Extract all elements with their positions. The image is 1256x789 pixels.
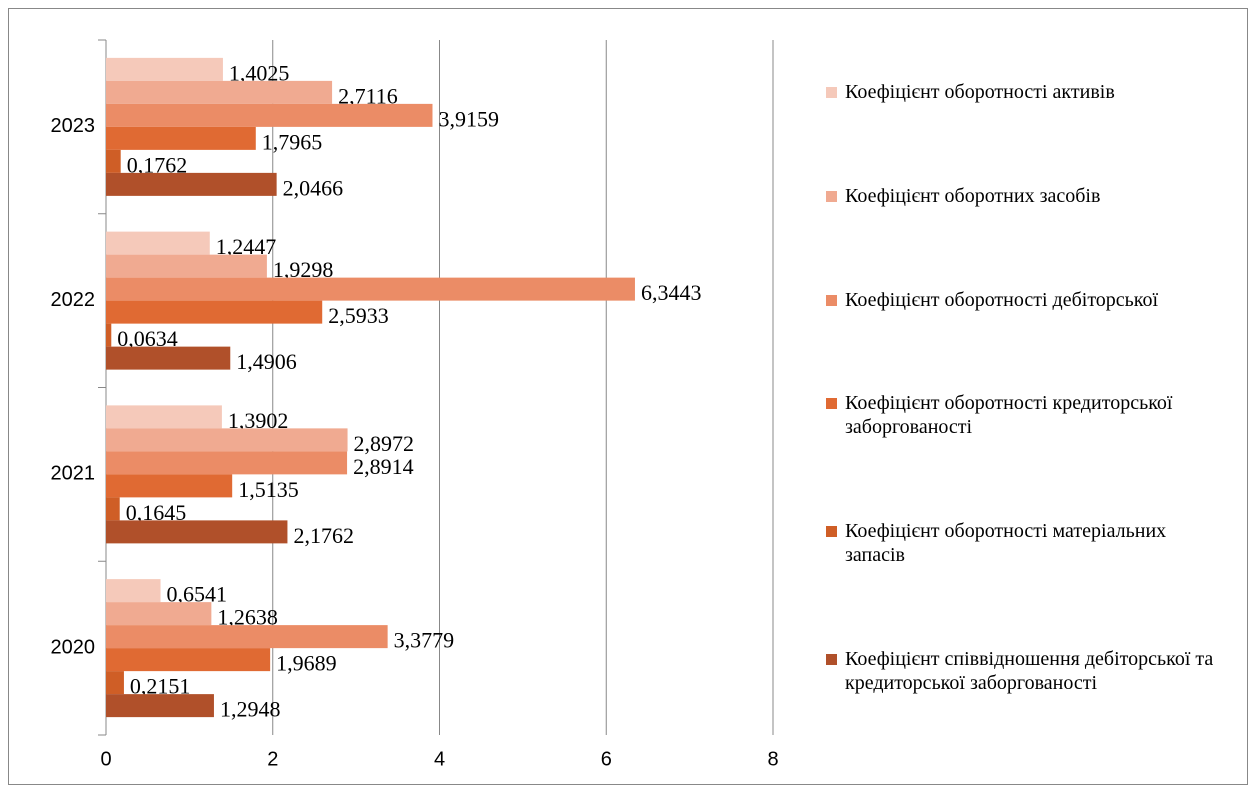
value-label: 2,8972	[354, 431, 415, 456]
bar	[106, 451, 348, 475]
bar	[106, 103, 433, 127]
legend: Коефіцієнт оборотності активів Коефіцієнт…	[826, 40, 1226, 735]
value-label: 1,7965	[262, 129, 323, 154]
value-label: 6,3443	[641, 280, 702, 305]
value-label: 3,9159	[438, 106, 499, 131]
bar	[106, 520, 288, 544]
x-tick-label: 2	[267, 748, 278, 770]
bar	[106, 126, 256, 150]
legend-item: Коефіцієнт оборотних засобів	[826, 184, 1226, 208]
legend-swatch	[826, 86, 837, 98]
bar	[106, 277, 635, 301]
legend-label: Коефіцієнт оборотності дебіторської	[845, 288, 1159, 311]
y-tick-label: 2021	[51, 463, 96, 485]
bar	[106, 625, 388, 649]
legend-swatch	[826, 294, 837, 306]
chart-frame	[8, 8, 1248, 785]
legend-item: Коефіцієнт оборотності активів	[826, 80, 1226, 104]
legend-swatch	[826, 654, 837, 666]
legend-item: Коефіцієнт оборотності кредиторської заб…	[826, 391, 1226, 439]
bar	[106, 474, 233, 498]
value-label: 2,1762	[293, 523, 354, 548]
bar	[106, 80, 333, 104]
x-tick-label: 6	[601, 748, 612, 770]
bar	[106, 405, 222, 429]
value-label: 2,0466	[283, 175, 344, 200]
bar	[106, 497, 120, 521]
value-label: 1,4906	[236, 349, 297, 374]
bar	[106, 671, 124, 695]
value-label: 2,8914	[353, 454, 414, 479]
value-label: 1,9689	[276, 651, 337, 676]
value-label: 3,3779	[394, 628, 455, 653]
bar	[106, 323, 112, 347]
bar	[106, 346, 231, 370]
bar	[106, 300, 323, 324]
bar	[106, 254, 267, 278]
bar	[106, 579, 161, 603]
bar	[106, 648, 271, 672]
legend-label: Коефіцієнт співвідношення дебіторської т…	[845, 648, 1214, 695]
bar	[106, 57, 223, 81]
y-tick-label: 2020	[51, 636, 96, 658]
legend-item: Коефіцієнт співвідношення дебіторської т…	[826, 647, 1226, 695]
x-tick-label: 0	[100, 748, 111, 770]
y-tick-label: 2022	[51, 289, 96, 311]
legend-swatch	[826, 190, 837, 202]
legend-label: Коефіцієнт оборотності кредиторської заб…	[845, 392, 1173, 439]
bar	[106, 428, 348, 452]
bar	[106, 694, 214, 718]
value-label: 1,5135	[238, 477, 298, 502]
bar	[106, 602, 212, 626]
legend-swatch	[826, 398, 837, 410]
legend-item: Коефіцієнт оборотності матеріальних запа…	[826, 519, 1226, 567]
legend-label: Коефіцієнт оборотності активів	[845, 80, 1115, 103]
legend-label: Коефіцієнт оборотності матеріальних запа…	[845, 520, 1167, 567]
bar	[106, 172, 277, 196]
x-tick-label: 8	[767, 748, 778, 770]
legend-item: Коефіцієнт оборотності дебіторської	[826, 288, 1226, 312]
value-label: 2,5933	[328, 303, 389, 328]
bar	[106, 149, 121, 173]
legend-label: Коефіцієнт оборотних засобів	[845, 184, 1101, 207]
legend-swatch	[826, 526, 837, 538]
y-tick-label: 2023	[51, 115, 96, 137]
value-label: 1,2948	[220, 697, 281, 722]
x-tick-label: 4	[434, 748, 445, 770]
bar	[106, 231, 210, 255]
